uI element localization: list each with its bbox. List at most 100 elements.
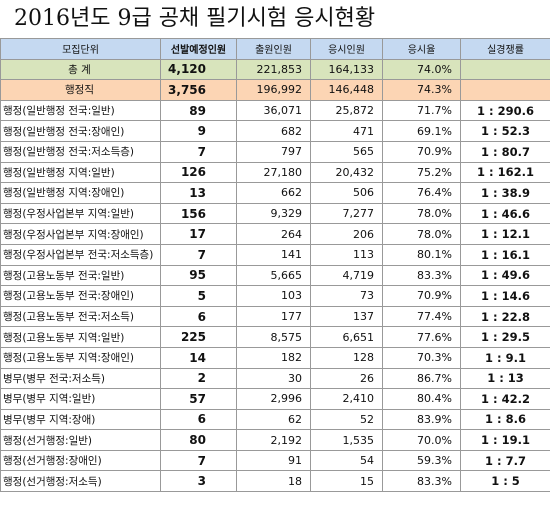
table-cell: 행정(일반행정 전국:저소득층): [0, 140, 161, 163]
table-cell: 20,432: [310, 161, 383, 184]
table-cell: 83.9%: [382, 408, 461, 431]
table-cell: 797: [236, 140, 311, 163]
table-cell: 206: [310, 223, 383, 245]
table-cell: 7: [160, 243, 237, 266]
table-cell: 18: [236, 470, 311, 493]
table-cell: 1 : 16.1: [460, 243, 550, 266]
table-cell: 1 : 162.1: [460, 161, 550, 184]
table-row: 총 계 4,120 221,853 164,133 74.0%: [0, 58, 550, 81]
table-cell: 행정(일반행정 지역:장애인): [0, 182, 161, 204]
table-cell: 89: [160, 99, 237, 122]
table-cell: 26: [310, 367, 383, 390]
table-cell: 126: [160, 161, 237, 184]
table-cell: 3: [160, 470, 237, 493]
table-cell: 13: [160, 182, 237, 204]
table-cell: 182: [236, 346, 311, 369]
table-row: 행정(일반행정 지역:장애인) 13 662 506 76.4% 1 : 38.9: [0, 182, 550, 204]
table-cell: 병무(병무 전국:저소득): [0, 367, 161, 390]
table-row: 행정(고용노동부 전국:일반) 95 5,665 4,719 83.3% 1 : 49.6: [0, 264, 550, 287]
page-title: 2016년도 9급 공채 필기시험 응시현황: [14, 6, 376, 31]
table-cell: 62: [236, 408, 311, 431]
table-row: 행정(고용노동부 전국:장애인) 5 103 73 70.9% 1 : 14.6: [0, 285, 550, 307]
table-row: 행정(고용노동부 지역:일반) 225 8,575 6,651 77.6% 1 : 29.…: [0, 326, 550, 348]
table-cell: 행정(선거행정:장애인): [0, 449, 161, 472]
table-cell: 70.0%: [382, 429, 461, 451]
table-cell: 2,410: [310, 388, 383, 410]
table-cell: 행정(고용노동부 전국:저소득): [0, 305, 161, 328]
table-cell: 25,872: [310, 99, 383, 122]
table-cell: 14: [160, 346, 237, 369]
table-row: 행정(우정사업본부 지역:장애인) 17 264 206 78.0% 1 : 12.1: [0, 223, 550, 245]
table-cell: 74.0%: [382, 58, 461, 81]
table-cell: 1 : 52.3: [460, 120, 550, 142]
table-cell: 506: [310, 182, 383, 204]
table-cell: 행정(고용노동부 전국:장애인): [0, 285, 161, 307]
table-cell: 80: [160, 429, 237, 451]
table-cell: 1 : 290.6: [460, 99, 550, 122]
table-cell: 1 : 12.1: [460, 223, 550, 245]
table-cell: 1 : 22.8: [460, 305, 550, 328]
table-cell: 156: [160, 202, 237, 225]
table-cell: 7,277: [310, 202, 383, 225]
table-cell: 1 : 13: [460, 367, 550, 390]
table-cell: 7: [160, 140, 237, 163]
table-row: 행정(고용노동부 지역:장애인) 14 182 128 70.3% 1 : 9.1: [0, 346, 550, 369]
table-cell: 행정(우정사업본부 지역:장애인): [0, 223, 161, 245]
table-cell: 5: [160, 285, 237, 307]
table-cell: 병무(병무 지역:일반): [0, 388, 161, 410]
header-cell: 응시인원: [310, 38, 383, 60]
table-cell: 70.9%: [382, 140, 461, 163]
header-cell: 모집단위: [0, 38, 161, 60]
table-cell: 행정(고용노동부 전국:일반): [0, 264, 161, 287]
table-cell: 177: [236, 305, 311, 328]
table-row: 행정(선거행정:일반) 80 2,192 1,535 70.0% 1 : 19.1: [0, 429, 550, 451]
table-cell: 2: [160, 367, 237, 390]
table-cell: 5,665: [236, 264, 311, 287]
table-cell: 264: [236, 223, 311, 245]
table-cell: 113: [310, 243, 383, 266]
table-cell: 73: [310, 285, 383, 307]
table-cell: 137: [310, 305, 383, 328]
table-row: 행정(고용노동부 전국:저소득) 6 177 137 77.4% 1 : 22.8: [0, 305, 550, 328]
table-cell: 9: [160, 120, 237, 142]
table-row: 행정직 3,756 196,992 146,448 74.3%: [0, 79, 550, 101]
table-row: 행정(일반행정 전국:일반) 89 36,071 25,872 71.7% 1 : 290…: [0, 99, 550, 122]
table-cell: 69.1%: [382, 120, 461, 142]
table-cell: 17: [160, 223, 237, 245]
table-cell: 78.0%: [382, 223, 461, 245]
table-cell: 1 : 46.6: [460, 202, 550, 225]
table-cell: 662: [236, 182, 311, 204]
empty-cell: [460, 58, 550, 81]
table-cell: 행정(일반행정 지역:일반): [0, 161, 161, 184]
table-cell: 141: [236, 243, 311, 266]
table-cell: 164,133: [310, 58, 383, 81]
table-body: 총 계 4,120 221,853 164,133 74.0% 행정직 3,756 196,9…: [0, 58, 550, 493]
table-cell: 행정(우정사업본부 전국:저소득층): [0, 243, 161, 266]
table-cell: 2,192: [236, 429, 311, 451]
table-row: 병무(병무 지역:일반) 57 2,996 2,410 80.4% 1 : 42.2: [0, 388, 550, 410]
table-cell: 1 : 42.2: [460, 388, 550, 410]
table-cell: 27,180: [236, 161, 311, 184]
table-cell: 1 : 14.6: [460, 285, 550, 307]
table-cell: 74.3%: [382, 79, 461, 101]
table-cell: 행정(우정사업본부 지역:일반): [0, 202, 161, 225]
table-cell: 행정(일반행정 전국:장애인): [0, 120, 161, 142]
table-cell: 행정(선거행정:저소득): [0, 470, 161, 493]
table-cell: 95: [160, 264, 237, 287]
table-cell: 91: [236, 449, 311, 472]
table-cell: 221,853: [236, 58, 311, 81]
header-row: 모집단위 선발예정인원 출원인원 응시인원 응시율 실경쟁률: [0, 38, 550, 60]
table-row: 행정(일반행정 전국:저소득층) 7 797 565 70.9% 1 : 80.7: [0, 140, 550, 163]
table-cell: 83.3%: [382, 470, 461, 493]
table-cell: 6: [160, 305, 237, 328]
table-row: 행정(우정사업본부 지역:일반) 156 9,329 7,277 78.0% 1 : 46…: [0, 202, 550, 225]
table-cell: 128: [310, 346, 383, 369]
table-cell: 225: [160, 326, 237, 348]
table-cell: 1 : 29.5: [460, 326, 550, 348]
table-cell: 77.4%: [382, 305, 461, 328]
table-cell: 행정(고용노동부 지역:장애인): [0, 346, 161, 369]
table-cell: 471: [310, 120, 383, 142]
table-row: 행정(우정사업본부 전국:저소득층) 7 141 113 80.1% 1 : 16.1: [0, 243, 550, 266]
empty-cell: [460, 79, 550, 101]
table-cell: 1 : 38.9: [460, 182, 550, 204]
